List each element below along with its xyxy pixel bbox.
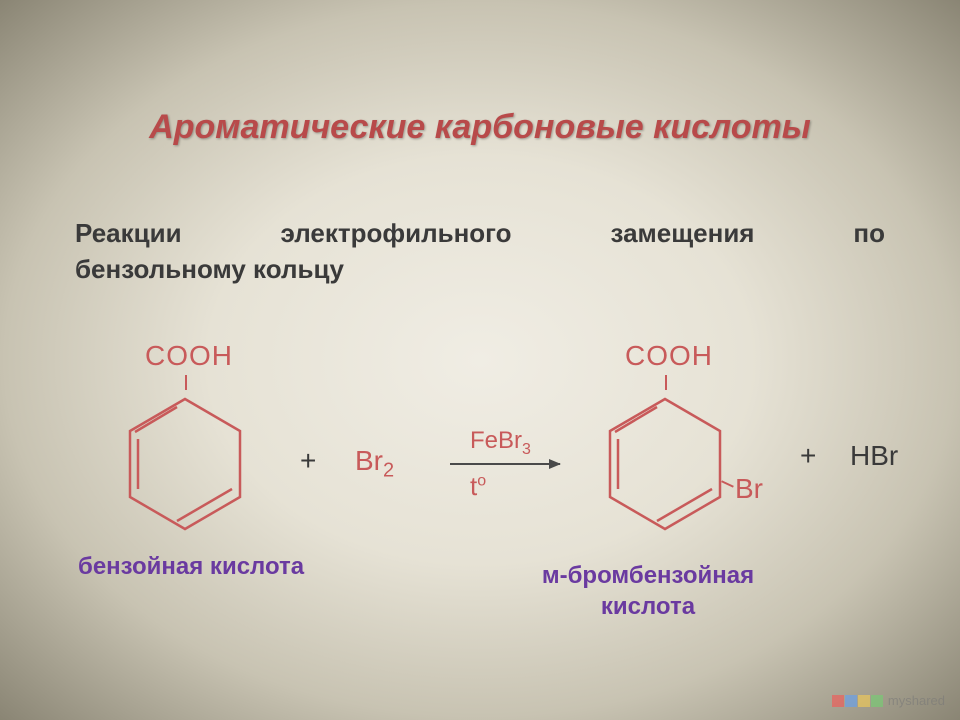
watermark: myshared [832,693,945,708]
reagent-subscript: 2 [383,460,394,482]
watermark-logo-icon [832,695,884,707]
cooh-group-reactant: COOH [145,340,233,372]
reagent-symbol: Br [355,445,383,476]
subtitle-line2: бензольному кольцу [75,251,344,287]
plus-sign: + [300,445,316,477]
product-name-line2: кислота [601,593,695,620]
benzene-ring-icon [595,389,735,539]
subtitle-line1: Реакции электрофильного замещения по [75,218,885,248]
catalyst-subscript: 3 [522,441,531,458]
page-title: Ароматические карбоновые кислоты [0,108,960,147]
reagent-br2: Br2 [355,445,394,483]
benzene-ring-icon [115,389,255,539]
subtitle: Реакции электрофильного замещения по бен… [75,215,885,288]
plus-sign: + [800,440,816,472]
watermark-text: myshared [888,693,945,708]
temperature-superscript: o [477,472,486,489]
wm-square [858,695,870,707]
wm-square [832,695,844,707]
catalyst-label: FeBr3 [470,427,531,459]
catalyst-symbol: FeBr [470,427,522,454]
product-name: м-бромбензойная кислота [518,560,778,622]
reactant-name: бензойная кислота [78,553,304,581]
temperature-label: to [470,471,486,502]
bond-icon [665,375,667,390]
bond-icon [185,375,187,390]
product-name-line1: м-бромбензойная [542,562,754,589]
wm-square [845,695,857,707]
byproduct-hbr: HBr [850,440,898,472]
br-substituent: Br [735,473,763,505]
wm-square [871,695,883,707]
reaction-arrow-icon [450,463,560,465]
cooh-group-product: COOH [625,340,713,372]
